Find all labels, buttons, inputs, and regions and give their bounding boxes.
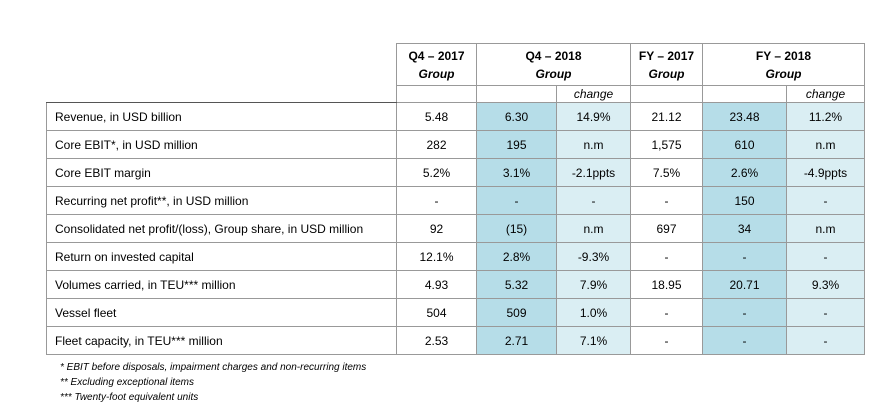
table-row: Volumes carried, in TEU*** million 4.93 5.… — [46, 270, 865, 299]
cell: 610 — [702, 130, 787, 159]
cell: - — [702, 242, 787, 271]
cell: n.m — [556, 214, 631, 243]
cell: 509 — [476, 298, 557, 327]
cell: 11.2% — [786, 102, 865, 131]
cell: - — [702, 326, 787, 355]
row-label: Recurring net profit**, in USD million — [46, 186, 397, 215]
cell: 14.9% — [556, 102, 631, 131]
cell: 7.9% — [556, 270, 631, 299]
table-row: Vessel fleet 504 509 1.0% - - - — [46, 298, 865, 327]
cell: (15) — [476, 214, 557, 243]
row-label: Consolidated net profit/(loss), Group sh… — [46, 214, 397, 243]
period: FY – 2017 — [638, 49, 695, 63]
header-cell — [476, 85, 557, 103]
cell: 7.1% — [556, 326, 631, 355]
cell: 2.6% — [702, 158, 787, 187]
cell: 3.1% — [476, 158, 557, 187]
cell: - — [630, 298, 703, 327]
row-label: Revenue, in USD billion — [46, 102, 397, 131]
header-cell — [630, 85, 703, 103]
row-label: Volumes carried, in TEU*** million — [46, 270, 397, 299]
header-cell — [396, 85, 477, 103]
cell: 2.71 — [476, 326, 557, 355]
header-cell: Q4 – 2018 Group — [476, 43, 631, 86]
cell: - — [786, 326, 865, 355]
table-row: Fleet capacity, in TEU*** million 2.53 2.7… — [46, 326, 865, 355]
cell: 5.32 — [476, 270, 557, 299]
cell: 12.1% — [396, 242, 477, 271]
header-cell: Q4 – 2017 Group — [396, 43, 477, 86]
table-row: Recurring net profit**, in USD million - -… — [46, 186, 865, 215]
cell: - — [556, 186, 631, 215]
cell: 504 — [396, 298, 477, 327]
footnote: ** Excluding exceptional items — [60, 377, 194, 388]
cell: - — [396, 186, 477, 215]
cell: 23.48 — [702, 102, 787, 131]
row-label: Core EBIT margin — [46, 158, 397, 187]
cell: 20.71 — [702, 270, 787, 299]
table-row: Revenue, in USD billion 5.48 6.30 14.9% 21.1… — [46, 102, 865, 131]
cell: 18.95 — [630, 270, 703, 299]
row-label: Fleet capacity, in TEU*** million — [46, 326, 397, 355]
cell: -2.1ppts — [556, 158, 631, 187]
cell: n.m — [786, 214, 865, 243]
cell: 282 — [396, 130, 477, 159]
cell: 5.48 — [396, 102, 477, 131]
table-row: Return on invested capital 12.1% 2.8% -9.3%… — [46, 242, 865, 271]
cell: 4.93 — [396, 270, 477, 299]
cell: 7.5% — [630, 158, 703, 187]
cell: 1,575 — [630, 130, 703, 159]
change-label: change — [786, 85, 865, 103]
cell: - — [786, 242, 865, 271]
table-row: Consolidated net profit/(loss), Group sh… — [46, 214, 865, 243]
header-blank — [46, 43, 397, 103]
cell: -9.3% — [556, 242, 631, 271]
cell: - — [786, 298, 865, 327]
cell: - — [630, 242, 703, 271]
period: Q4 – 2018 — [525, 49, 582, 63]
header-cell: FY – 2018 Group — [702, 43, 865, 86]
header-row: Q4 – 2017 Group Q4 – 2018 Group FY – 2017 Gro… — [46, 43, 865, 103]
group-label: Group — [418, 67, 455, 81]
footnote: *** Twenty-foot equivalent units — [60, 392, 199, 403]
cell: 1.0% — [556, 298, 631, 327]
table-row: Core EBIT*, in USD million 282 195 n.m 1,575… — [46, 130, 865, 159]
cell: 150 — [702, 186, 787, 215]
row-label: Return on invested capital — [46, 242, 397, 271]
cell: - — [702, 298, 787, 327]
cell: n.m — [556, 130, 631, 159]
cell: 697 — [630, 214, 703, 243]
footnote: * EBIT before disposals, impairment char… — [60, 362, 367, 373]
cell: - — [786, 186, 865, 215]
header-cell: FY – 2017 Group — [630, 43, 703, 86]
cell: 92 — [396, 214, 477, 243]
row-label: Vessel fleet — [46, 298, 397, 327]
period: Q4 – 2017 — [408, 49, 465, 63]
cell: 2.53 — [396, 326, 477, 355]
cell: - — [630, 186, 703, 215]
cell: n.m — [786, 130, 865, 159]
group-label: Group — [535, 67, 572, 81]
results-table: Q4 – 2017 Group Q4 – 2018 Group FY – 2017 Gro… — [46, 43, 865, 355]
cell: 2.8% — [476, 242, 557, 271]
cell: 9.3% — [786, 270, 865, 299]
header-cell — [702, 85, 787, 103]
cell: 21.12 — [630, 102, 703, 131]
group-label: Group — [648, 67, 685, 81]
change-label: change — [556, 85, 631, 103]
table-row: Core EBIT margin 5.2% 3.1% -2.1ppts 7.5% 2.6%… — [46, 158, 865, 187]
cell: 5.2% — [396, 158, 477, 187]
cell: 6.30 — [476, 102, 557, 131]
row-label: Core EBIT*, in USD million — [46, 130, 397, 159]
group-label: Group — [765, 67, 802, 81]
period: FY – 2018 — [755, 49, 812, 63]
cell: -4.9ppts — [786, 158, 865, 187]
cell: 195 — [476, 130, 557, 159]
cell: 34 — [702, 214, 787, 243]
cell: - — [630, 326, 703, 355]
cell: - — [476, 186, 557, 215]
